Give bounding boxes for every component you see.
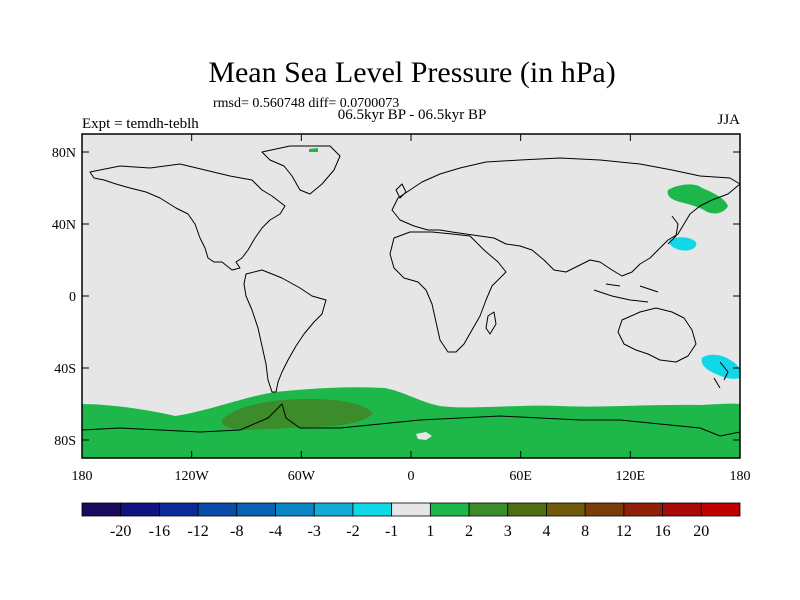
colorbar-label: 16: [655, 523, 671, 540]
colorbar-label: -3: [308, 523, 321, 540]
coast-antarctica: [81, 403, 741, 437]
x-tick-label: 60E: [509, 469, 532, 484]
colorbar-label: -2: [346, 523, 359, 540]
coast-madagascar: [485, 311, 497, 335]
coastlines: [81, 145, 741, 437]
colorbar-swatch: [159, 502, 199, 517]
map-area: 180 120W 60W 0 60E 120E 180 80N 40N 0 40S 80S: [52, 133, 751, 484]
x-tick-label: 60W: [288, 469, 316, 484]
colorbar-swatch: [507, 502, 547, 517]
coast-indonesia: [593, 283, 659, 303]
region-antarctic-small: [416, 432, 432, 440]
region-antarctic-peninsula-weddell: [221, 398, 373, 430]
colorbar-swatch: [391, 502, 431, 517]
colorbar-swatch: [584, 502, 625, 517]
region-kamchatka-okhotsk: [667, 184, 728, 214]
colorbar-swatch: [81, 502, 122, 517]
colorbar-label: 4: [542, 523, 550, 540]
y-tick-label: 40N: [52, 218, 76, 233]
coast-north-america: [89, 163, 286, 271]
x-tick-label: 180: [72, 469, 93, 484]
colorbar-swatch: [623, 502, 663, 517]
axis-ticks: 180 120W 60W 0 60E 120E 180 80N 40N 0 40S 80S: [52, 134, 751, 484]
coast-british-isles: [395, 183, 407, 199]
colorbar-label: -4: [269, 523, 282, 540]
colorbar-label: -8: [230, 523, 243, 540]
colorbar-swatch: [275, 502, 315, 517]
colorbar-swatch: [429, 502, 470, 517]
chart-title: Mean Sea Level Pressure (in hPa): [208, 56, 615, 89]
coast-new-zealand: [713, 361, 729, 389]
colorbar-label: 8: [581, 523, 589, 540]
colorbar-label: -1: [385, 523, 398, 540]
coast-greenland: [261, 145, 341, 195]
colorbar-label: 20: [693, 523, 709, 540]
coast-australia: [617, 307, 697, 363]
y-tick-label: 80N: [52, 146, 76, 161]
colorbar-swatch: [313, 502, 354, 517]
colorbar-swatch: [700, 502, 741, 517]
y-tick-label: 40S: [54, 362, 76, 377]
coast-africa: [389, 231, 507, 353]
colorbar-swatch: [546, 502, 586, 517]
coast-japan: [667, 215, 679, 245]
colorbar-label: 1: [426, 523, 434, 540]
colorbar-swatch: [662, 502, 702, 517]
x-tick-label: 180: [730, 469, 751, 484]
experiment-label: Expt = temdh-teblh: [82, 116, 199, 132]
y-tick-label: 80S: [54, 434, 76, 449]
colorbar-label: 2: [465, 523, 473, 540]
region-southern-ocean-band: [82, 387, 740, 458]
region-north-pacific-west: [669, 237, 697, 251]
colorbar: -20 -16 -12 -8 -4 -3 -2 -1 1 2 3 4 8 12 16 20: [81, 502, 741, 540]
chart-subtitle: 06.5kyr BP - 06.5kyr BP: [338, 107, 487, 123]
coast-eurasia: [391, 157, 741, 277]
colorbar-label: 12: [616, 523, 632, 540]
colorbar-swatch: [468, 502, 509, 517]
stats-text: rmsd= 0.560748 diff= 0.0700073: [213, 96, 399, 111]
coast-south-america: [243, 269, 327, 393]
colorbar-label: -20: [110, 523, 131, 540]
season-label: JJA: [717, 112, 740, 128]
colorbar-swatch: [120, 502, 160, 517]
colorbar-swatch: [352, 502, 393, 517]
colorbar-label: -12: [187, 523, 208, 540]
region-greenland-spot: [309, 148, 318, 152]
x-tick-label: 0: [408, 469, 415, 484]
colorbar-label: -16: [149, 523, 170, 540]
x-tick-label: 120E: [616, 469, 646, 484]
x-tick-label: 120W: [175, 469, 210, 484]
colorbar-swatch: [197, 502, 238, 517]
colorbar-label: 3: [504, 523, 512, 540]
y-tick-label: 0: [69, 290, 76, 305]
region-new-zealand: [701, 354, 741, 379]
colorbar-swatch: [236, 502, 276, 517]
